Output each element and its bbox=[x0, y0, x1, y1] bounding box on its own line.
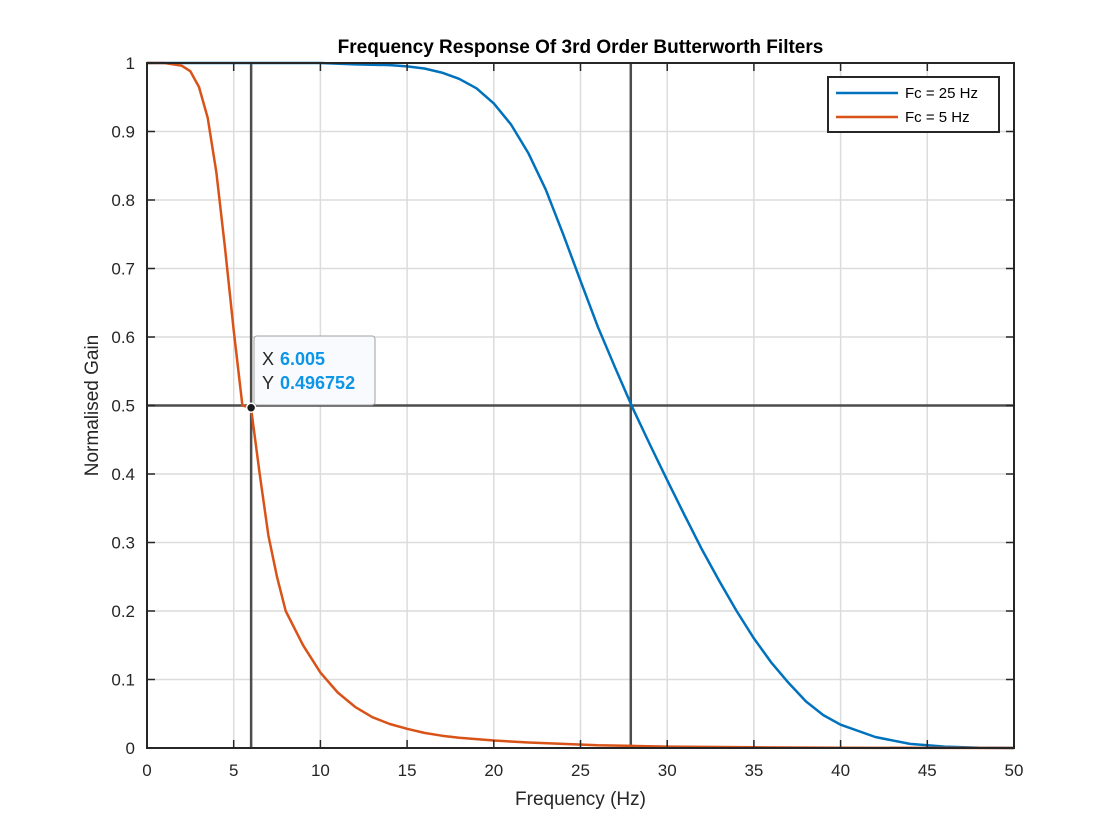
datatip-marker[interactable] bbox=[245, 402, 257, 413]
series-line-0 bbox=[147, 61, 1015, 750]
datatip-x-key: X bbox=[262, 349, 274, 369]
x-tick-label: 20 bbox=[484, 761, 503, 780]
y-tick-label: 0.9 bbox=[111, 123, 135, 142]
series-line-1 bbox=[147, 61, 1015, 750]
y-tick-label: 0.8 bbox=[111, 191, 135, 210]
datatip[interactable]: X 6.005 Y 0.496752 bbox=[245, 335, 376, 413]
series-layer bbox=[147, 61, 1015, 750]
x-tick-label: 35 bbox=[744, 761, 763, 780]
datatip-y-value: 0.496752 bbox=[280, 373, 355, 393]
y-tick-label: 0.7 bbox=[111, 260, 135, 279]
x-axis-label: Frequency (Hz) bbox=[515, 789, 646, 810]
x-tick-label: 10 bbox=[311, 761, 330, 780]
datatip-box bbox=[253, 335, 376, 406]
y-tick-label: 0.5 bbox=[111, 397, 135, 416]
x-tick-label: 25 bbox=[571, 761, 590, 780]
chart-title: Frequency Response Of 3rd Order Butterwo… bbox=[338, 37, 824, 58]
y-tick-label: 0.2 bbox=[111, 602, 135, 621]
x-tick-label: 5 bbox=[229, 761, 238, 780]
y-tick-label: 0 bbox=[126, 739, 135, 758]
legend-box bbox=[827, 76, 1000, 133]
datatip-x-value: 6.005 bbox=[280, 349, 325, 369]
y-tick-label: 0.4 bbox=[111, 465, 135, 484]
x-tick-label: 40 bbox=[831, 761, 850, 780]
x-tick-label: 30 bbox=[658, 761, 677, 780]
x-tick-label: 50 bbox=[1005, 761, 1024, 780]
datatip-y-key: Y bbox=[262, 373, 274, 393]
x-tick-label: 15 bbox=[398, 761, 417, 780]
ticks: 0 5 10 15 20 25 30 35 40 45 50 0 0.1 0.2 0.3 0.4 0.5 0.6 0… bbox=[111, 54, 1023, 780]
y-tick-label: 0.3 bbox=[111, 534, 135, 553]
y-tick-label: 0.6 bbox=[111, 328, 135, 347]
x-tick-label: 0 bbox=[142, 761, 151, 780]
legend[interactable]: Fc = 25 Hz Fc = 5 Hz bbox=[827, 76, 1000, 133]
legend-label-fc-5: Fc = 5 Hz bbox=[905, 109, 970, 126]
y-tick-label: 1 bbox=[126, 54, 135, 73]
y-axis-label: Normalised Gain bbox=[82, 335, 103, 477]
legend-label-fc-25: Fc = 25 Hz bbox=[905, 85, 978, 102]
x-tick-label: 45 bbox=[918, 761, 937, 780]
y-tick-label: 0.1 bbox=[111, 671, 135, 690]
